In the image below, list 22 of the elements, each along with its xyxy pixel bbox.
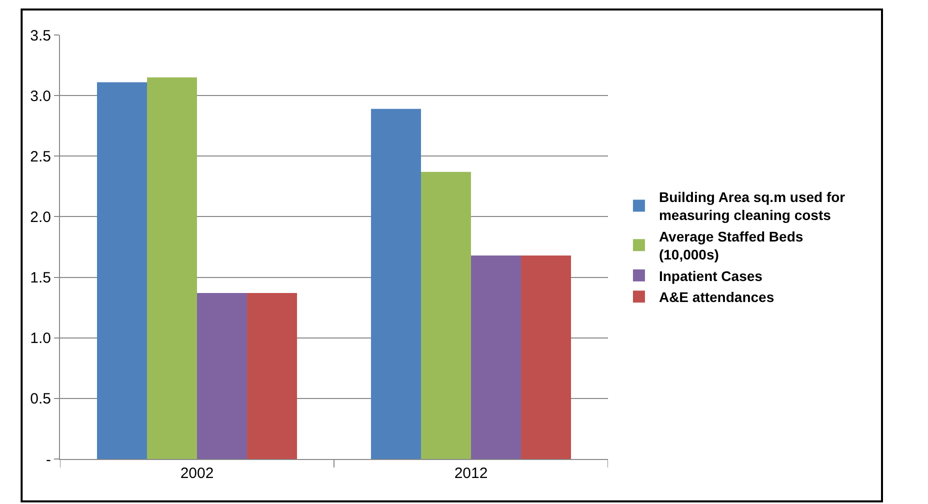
bar: [521, 255, 572, 459]
legend-label: A&E attendances: [658, 289, 774, 306]
x-tick-label: 2012: [454, 465, 488, 482]
bar: [370, 108, 421, 459]
bar: [147, 77, 197, 459]
bar: [197, 293, 248, 459]
y-tick-label: 2.5: [30, 148, 51, 166]
legend-label: Building Area sq.m used for measuring cleaning costs: [658, 189, 846, 224]
bar: [471, 255, 522, 459]
y-tick-label: 1.5: [30, 270, 51, 287]
bar: [247, 293, 298, 459]
y-tick-label: 0.5: [30, 390, 51, 408]
x-tick-label: 2002: [180, 465, 214, 482]
y-tick-label: 3.0: [30, 88, 51, 105]
legend-label: Average Staffed Beds (10,000s): [658, 228, 804, 263]
legend-label: Inpatient Cases: [658, 268, 763, 284]
bar: [96, 82, 147, 459]
y-tick-label: 2.0: [30, 208, 51, 226]
y-tick-label: 3.5: [30, 27, 51, 44]
y-tick-label: -: [46, 451, 51, 468]
y-tick-label: 1.0: [30, 330, 51, 348]
bar: [421, 172, 471, 459]
